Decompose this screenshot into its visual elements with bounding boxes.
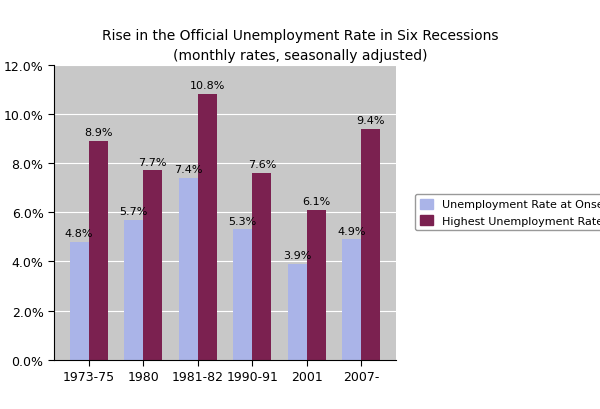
Text: 3.9%: 3.9%: [283, 251, 311, 261]
Bar: [179, 178, 198, 360]
Text: 7.7%: 7.7%: [139, 157, 167, 167]
Text: 4.8%: 4.8%: [65, 229, 94, 238]
Bar: [252, 173, 271, 360]
Bar: [89, 142, 108, 360]
Text: 10.8%: 10.8%: [190, 81, 225, 91]
Bar: [143, 171, 162, 360]
Bar: [307, 210, 326, 360]
Bar: [233, 230, 252, 360]
Text: 7.4%: 7.4%: [174, 165, 202, 175]
Bar: [288, 264, 307, 360]
Bar: [342, 240, 361, 360]
Bar: [361, 129, 380, 360]
Text: 4.9%: 4.9%: [338, 226, 366, 236]
Text: 9.4%: 9.4%: [356, 116, 385, 126]
Text: (monthly rates, seasonally adjusted): (monthly rates, seasonally adjusted): [173, 49, 427, 63]
Text: 7.6%: 7.6%: [248, 160, 276, 170]
Bar: [70, 242, 89, 360]
Text: 5.3%: 5.3%: [229, 216, 257, 226]
Text: 5.7%: 5.7%: [119, 207, 148, 216]
Text: 6.1%: 6.1%: [302, 197, 331, 207]
Legend: Unemployment Rate at Onset, Highest Unemployment Rate: Unemployment Rate at Onset, Highest Unem…: [415, 195, 600, 231]
Text: 8.9%: 8.9%: [84, 128, 112, 138]
Bar: [124, 220, 143, 360]
Text: Rise in the Official Unemployment Rate in Six Recessions: Rise in the Official Unemployment Rate i…: [102, 29, 498, 43]
Bar: [198, 95, 217, 360]
